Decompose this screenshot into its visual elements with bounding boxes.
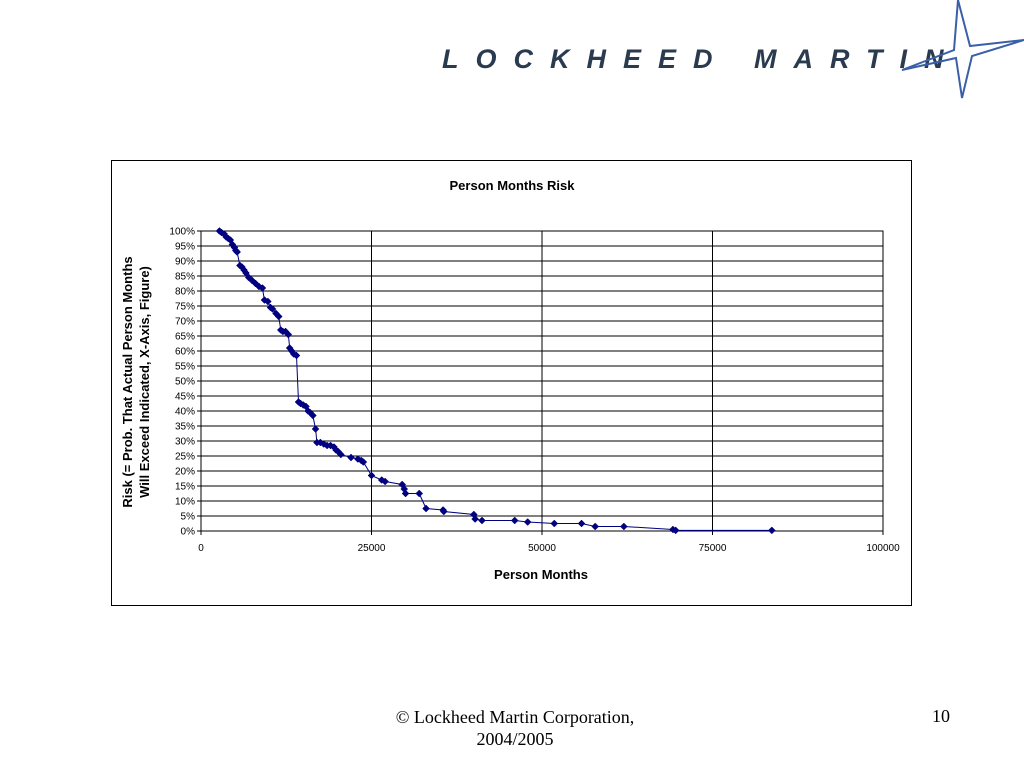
data-point-marker xyxy=(439,507,448,516)
plot-border xyxy=(200,230,884,532)
data-point-marker xyxy=(359,458,368,466)
footer-copyright: © Lockheed Martin Corporation, 2004/2005 xyxy=(395,707,635,749)
y-tick-label: 0% xyxy=(181,527,196,538)
y-tick-label: 65% xyxy=(175,332,195,343)
y-tick-label: 40% xyxy=(175,407,195,418)
y-tick-label: 50% xyxy=(175,377,195,388)
data-point-marker xyxy=(401,489,410,498)
y-axis-label-line-1: Risk (= Prob. That Actual Person Months xyxy=(120,256,135,507)
x-tick-label: 25000 xyxy=(358,543,386,554)
chart-title: Person Months Risk xyxy=(450,178,576,193)
x-tick-label: 75000 xyxy=(699,543,727,554)
x-tick-label: 0 xyxy=(198,543,204,554)
y-tick-label: 100% xyxy=(169,227,195,238)
y-tick-label: 25% xyxy=(175,452,195,463)
person-months-risk-chart: Person Months Risk Person Months Risk (=… xyxy=(120,178,900,582)
y-tick-label: 5% xyxy=(181,512,196,523)
x-axis-label: Person Months xyxy=(494,567,588,582)
y-tick-label: 85% xyxy=(175,272,195,283)
data-point-marker xyxy=(550,519,559,528)
data-point-marker xyxy=(284,330,293,339)
y-tick-label: 95% xyxy=(175,242,195,253)
y-axis-label-line-2: Will Exceed Indicated, X-Axis, Figure) xyxy=(137,266,152,498)
data-point-marker xyxy=(577,519,586,528)
data-point-marker xyxy=(311,425,320,433)
data-point-marker xyxy=(671,526,680,535)
y-tick-label: 90% xyxy=(175,257,195,268)
data-point-marker xyxy=(274,312,283,321)
data-point-marker xyxy=(347,453,355,462)
plot-area: 0% 5% 10% 15% 20% 25% 30% 35% 40% 45% 50% 55% 60% 65%… xyxy=(169,227,900,555)
lockheed-martin-logo: LOCKHEED MARTIN xyxy=(440,0,1024,100)
y-tick-label: 20% xyxy=(175,467,195,478)
x-tick-label: 100000 xyxy=(866,543,900,554)
data-point-marker xyxy=(263,297,272,306)
data-point-marker xyxy=(415,489,424,498)
page-number: 10 xyxy=(932,706,950,726)
logo-star-icon xyxy=(901,0,1024,99)
data-point-marker xyxy=(336,450,345,459)
data-point-marker xyxy=(523,518,532,526)
y-tick-label: 60% xyxy=(175,347,195,358)
logo-text: LOCKHEED MARTIN xyxy=(442,44,961,74)
y-tick-label: 75% xyxy=(175,302,195,313)
y-tick-label: 70% xyxy=(175,317,195,328)
y-tick-label: 30% xyxy=(175,437,195,448)
data-point-marker xyxy=(591,522,600,531)
data-point-marker xyxy=(767,526,776,535)
chart-container: Person Months Risk Person Months Risk (=… xyxy=(111,160,912,606)
data-point-marker xyxy=(367,471,376,480)
data-point-marker xyxy=(422,504,430,513)
y-tick-label: 10% xyxy=(175,497,195,508)
data-point-marker xyxy=(471,515,480,523)
y-tick-label: 15% xyxy=(175,482,195,493)
y-tick-label: 35% xyxy=(175,422,195,433)
data-point-marker xyxy=(308,411,317,420)
y-tick-label: 55% xyxy=(175,362,195,373)
x-tick-label: 50000 xyxy=(528,543,556,554)
y-tick-label: 80% xyxy=(175,287,195,298)
y-tick-label: 45% xyxy=(175,392,195,403)
data-point-marker xyxy=(381,477,389,486)
data-point-marker xyxy=(233,248,241,256)
data-point-marker xyxy=(258,284,267,292)
data-point-marker xyxy=(268,305,277,313)
data-point-marker xyxy=(292,351,301,360)
data-point-marker xyxy=(478,516,486,525)
data-point-marker xyxy=(619,522,628,531)
data-point-marker xyxy=(510,516,519,525)
